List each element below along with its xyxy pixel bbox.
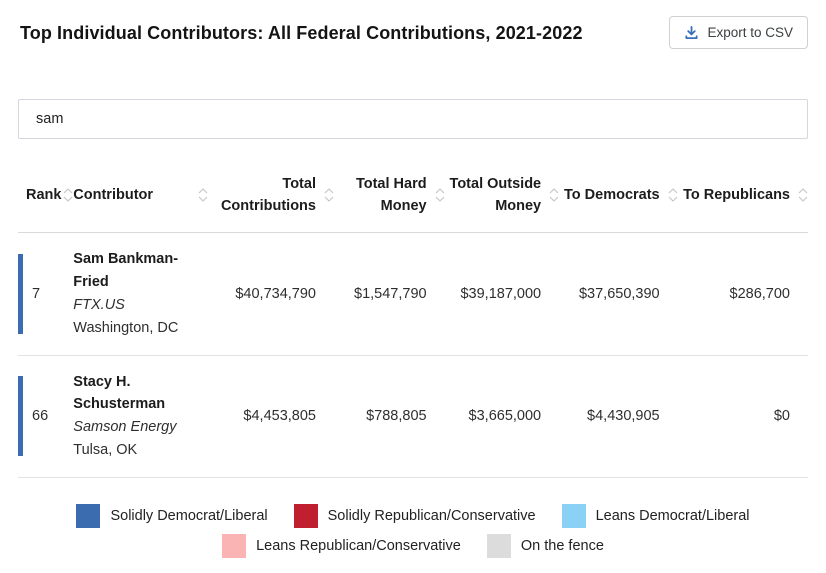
legend-swatch [76,504,101,529]
legend-label: Solidly Republican/Conservative [327,508,536,525]
contributor-cell: Stacy H. Schusterman Samson Energy Tulsa… [73,355,208,479]
legend-item-solidly-republican: Solidly Republican/Conservative [293,504,536,529]
legend-label: Solidly Democrat/Liberal [110,508,268,525]
sort-icon[interactable] [198,188,208,203]
table-row: 7 Sam Bankman-Fried FTX.US Washington, D… [18,232,808,356]
total-outside-money-value: $39,187,000 [444,232,560,356]
contributors-page: Top Individual Contributors: All Federal… [18,16,808,559]
column-header-contributor[interactable]: Contributor [73,165,208,233]
export-csv-label: Export to CSV [707,25,793,40]
rank-value: 7 [32,285,41,302]
legend-item-solidly-democrat: Solidly Democrat/Liberal [76,504,268,529]
party-lean-bar [18,253,23,334]
legend-label: Leans Democrat/Liberal [595,508,750,525]
sort-icon[interactable] [549,188,559,203]
column-header-to-democrats[interactable]: To Democrats [559,165,678,233]
sort-icon[interactable] [668,188,678,203]
contributor-name: Stacy H. Schusterman [73,373,166,413]
party-lean-bar [18,376,23,457]
column-header-total-outside-money[interactable]: Total Outside Money [444,165,560,233]
contributor-organization: Samson Energy [73,419,177,436]
sort-icon[interactable] [798,188,808,203]
legend-item-leans-democrat: Leans Democrat/Liberal [561,504,750,529]
rank-value: 66 [32,408,49,425]
to-republicans-value: $0 [677,355,808,479]
column-header-total-hard-money[interactable]: Total Hard Money [333,165,445,233]
table-header-row: Rank Contributor Total Contributions [18,165,808,233]
legend-item-leans-republican: Leans Republican/Conservative [222,534,461,559]
legend-label: Leans Republican/Conservative [256,538,461,555]
rank-cell: 66 [18,355,74,479]
total-contributions-value: $4,453,805 [207,355,334,479]
legend-swatch [486,534,511,559]
legend-item-on-the-fence: On the fence [486,534,604,559]
to-republicans-value: $286,700 [677,232,808,356]
contributor-organization: FTX.US [73,296,125,313]
topbar: Top Individual Contributors: All Federal… [18,16,808,49]
legend-swatch [293,504,318,529]
legend-swatch [561,504,586,529]
contributor-location: Washington, DC [73,319,179,336]
export-csv-button[interactable]: Export to CSV [669,16,808,49]
contributors-table: Rank Contributor Total Contributions [18,165,808,479]
column-header-total-contributions[interactable]: Total Contributions [207,165,334,233]
contributor-name: Sam Bankman-Fried [73,250,179,290]
column-header-to-republicans[interactable]: To Republicans [677,165,808,233]
page-title: Top Individual Contributors: All Federal… [20,23,583,43]
download-icon [684,25,699,40]
party-lean-legend: Solidly Democrat/Liberal Solidly Republi… [48,504,778,559]
total-hard-money-value: $1,547,790 [333,232,445,356]
legend-swatch [222,534,247,559]
search-input[interactable] [18,99,808,139]
sort-icon[interactable] [324,188,334,203]
table-row: 66 Stacy H. Schusterman Samson Energy Tu… [18,355,808,479]
sort-icon[interactable] [63,188,73,203]
sort-icon[interactable] [435,188,445,203]
total-contributions-value: $40,734,790 [207,232,334,356]
rank-cell: 7 [18,232,74,356]
to-democrats-value: $4,430,905 [559,355,678,479]
total-outside-money-value: $3,665,000 [444,355,560,479]
to-democrats-value: $37,650,390 [559,232,678,356]
column-header-rank[interactable]: Rank [18,165,74,233]
contributor-cell: Sam Bankman-Fried FTX.US Washington, DC [73,232,208,356]
contributor-location: Tulsa, OK [73,442,138,459]
total-hard-money-value: $788,805 [333,355,445,479]
legend-label: On the fence [520,538,604,555]
